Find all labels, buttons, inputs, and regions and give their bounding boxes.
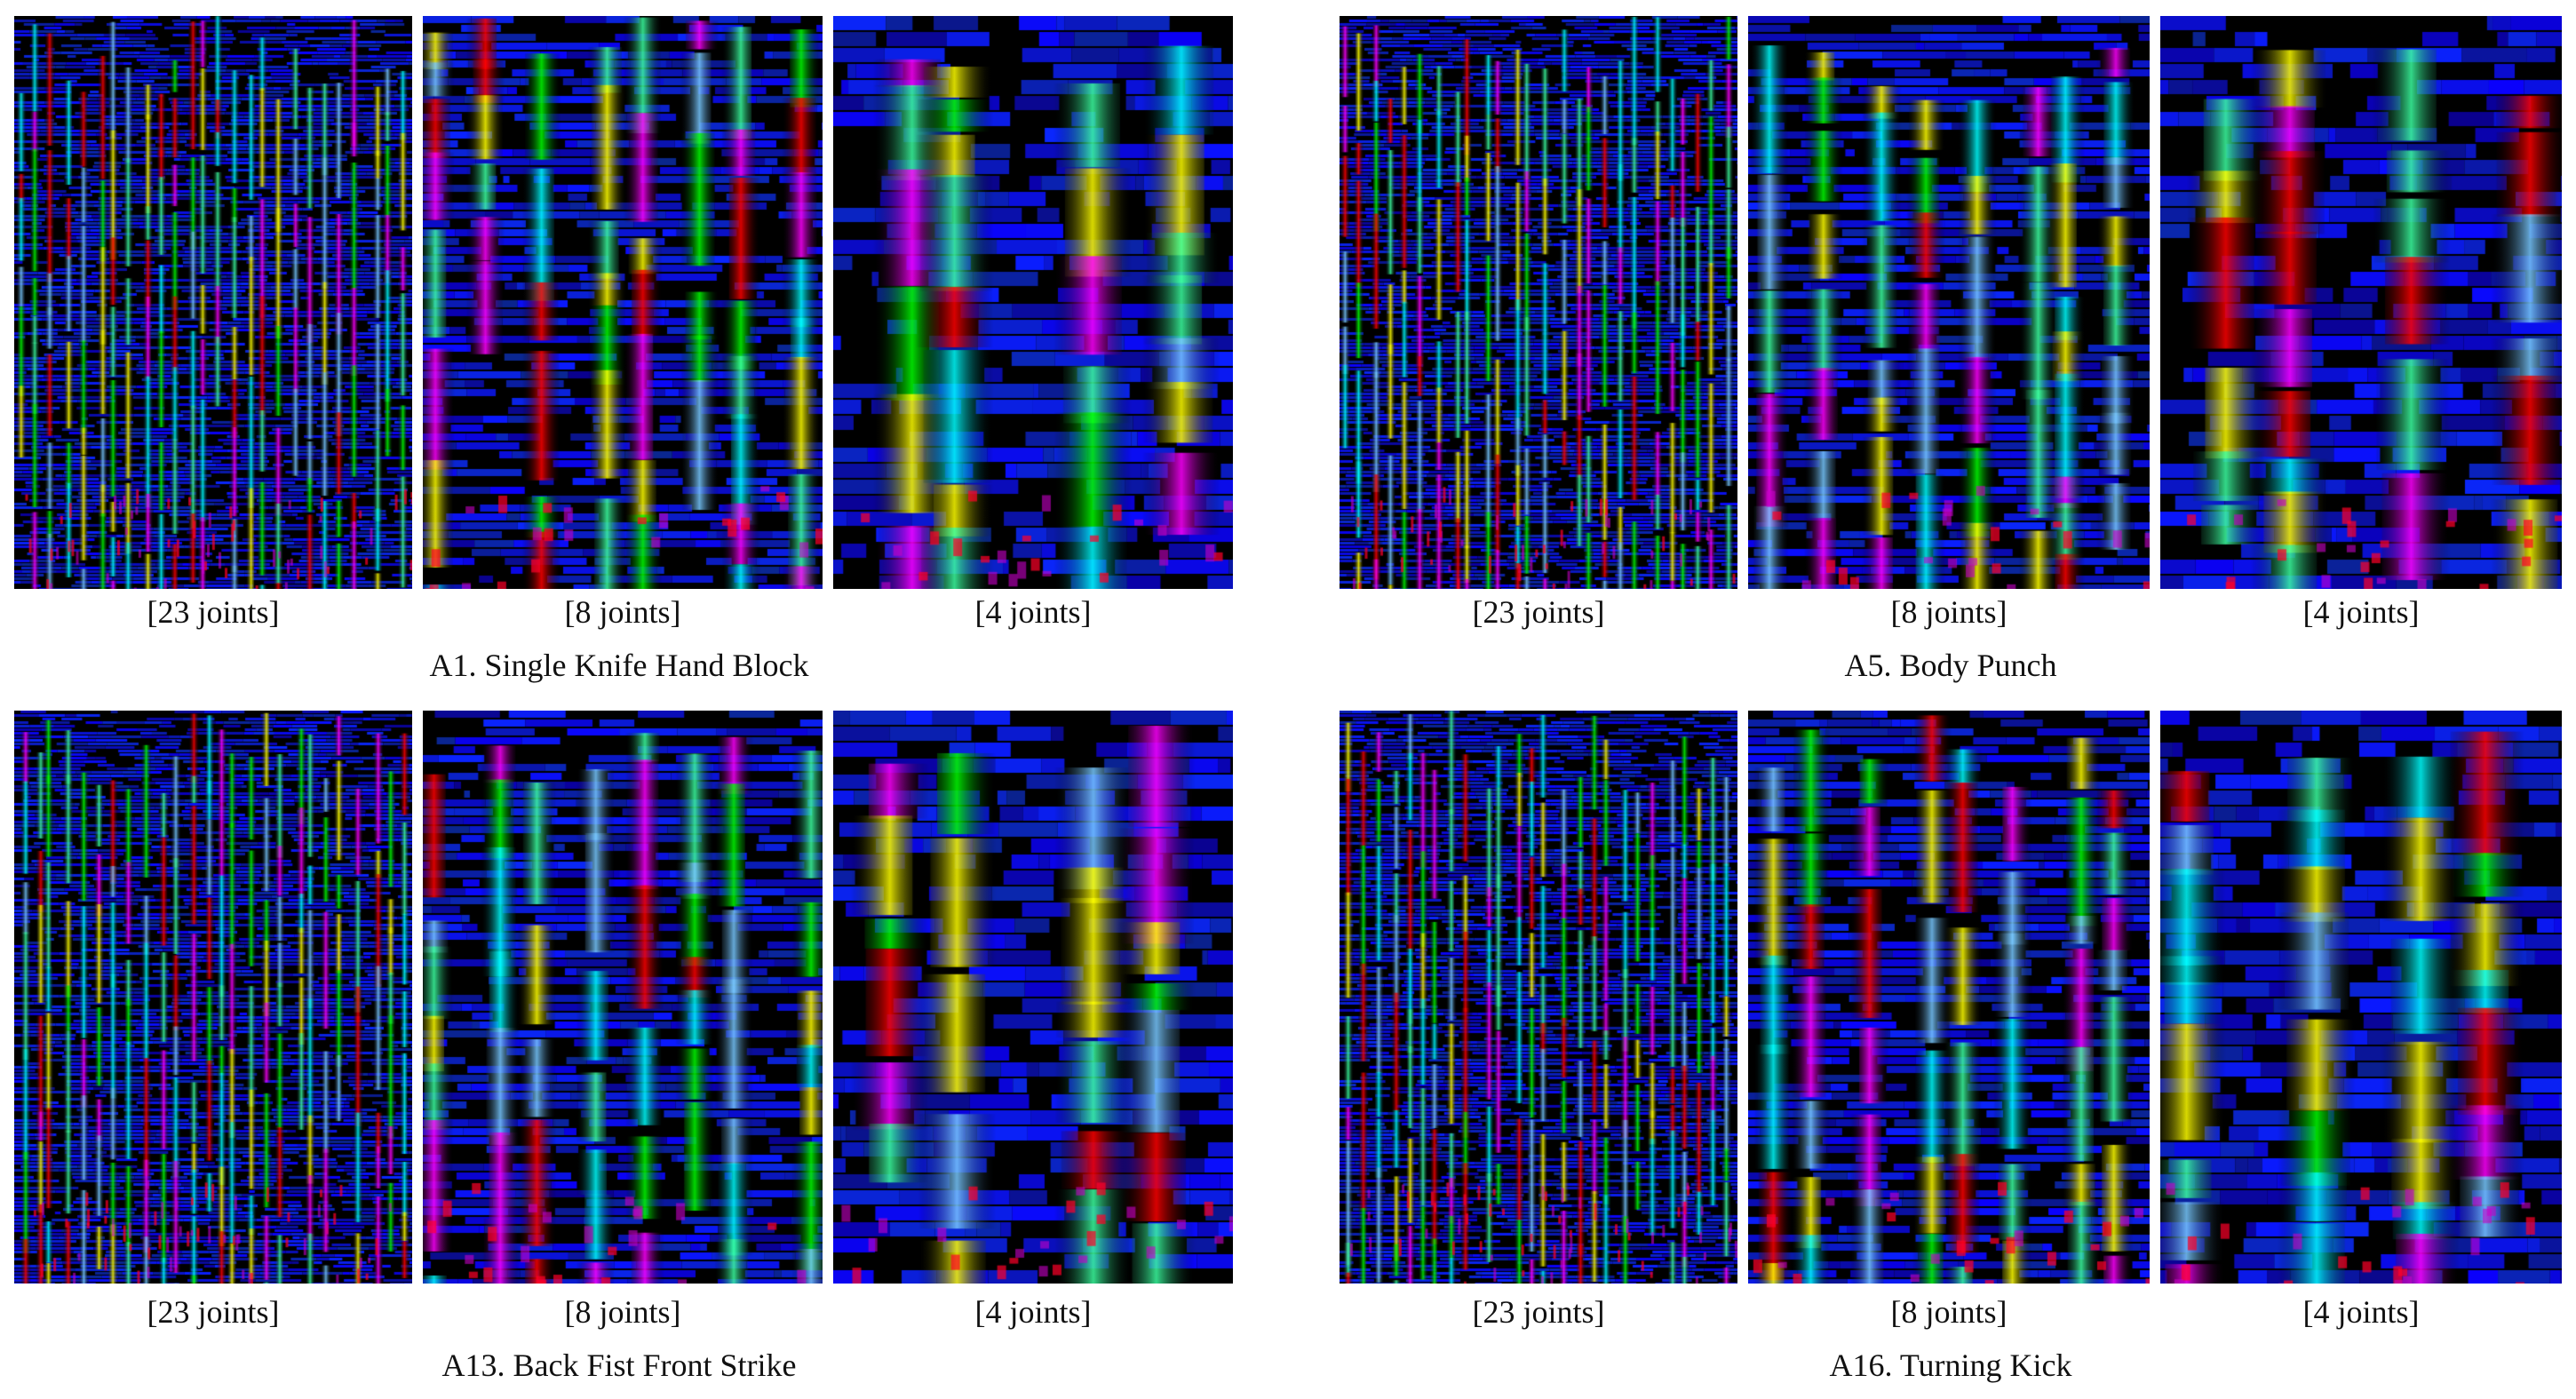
motion-canvas bbox=[14, 711, 412, 1284]
panel-label-a16-23: [23 joints] bbox=[1472, 1294, 1605, 1330]
motion-canvas bbox=[1340, 711, 1737, 1284]
panel-label-a13-23: [23 joints] bbox=[147, 1294, 280, 1330]
motion-image-a16-23-joints bbox=[1340, 711, 1737, 1284]
motion-canvas bbox=[833, 16, 1233, 589]
motion-image-a13-4-joints bbox=[833, 711, 1233, 1284]
motion-canvas bbox=[14, 16, 412, 589]
motion-image-a1-8-joints bbox=[423, 16, 823, 589]
motion-canvas bbox=[1340, 16, 1737, 589]
group-caption-a16: A16. Turning Kick bbox=[1829, 1347, 2072, 1383]
panel-label-a16-4: [4 joints] bbox=[2302, 1294, 2420, 1330]
panel-label-a13-4: [4 joints] bbox=[974, 1294, 1092, 1330]
motion-image-a1-4-joints bbox=[833, 16, 1233, 589]
panel-label-a5-8: [8 joints] bbox=[1890, 594, 2008, 630]
motion-canvas bbox=[2160, 16, 2562, 589]
motion-image-a16-8-joints bbox=[1748, 711, 2150, 1284]
motion-canvas bbox=[423, 711, 823, 1284]
panel-label-a16-8: [8 joints] bbox=[1890, 1294, 2008, 1330]
motion-canvas bbox=[833, 711, 1233, 1284]
panel-label-a5-4: [4 joints] bbox=[2302, 594, 2420, 630]
motion-canvas bbox=[1748, 16, 2150, 589]
panel-label-a13-8: [8 joints] bbox=[564, 1294, 681, 1330]
group-caption-a13: A13. Back Fist Front Strike bbox=[441, 1347, 797, 1383]
group-caption-a5: A5. Body Punch bbox=[1844, 648, 2057, 683]
motion-image-a1-23-joints bbox=[14, 16, 412, 589]
panel-label-a1-8: [8 joints] bbox=[564, 594, 681, 630]
panel-label-a5-23: [23 joints] bbox=[1472, 594, 1605, 630]
motion-image-a5-4-joints bbox=[2160, 16, 2562, 589]
panel-label-a1-23: [23 joints] bbox=[147, 594, 280, 630]
motion-image-a13-8-joints bbox=[423, 711, 823, 1284]
motion-canvas bbox=[423, 16, 823, 589]
motion-image-a13-23-joints bbox=[14, 711, 412, 1284]
motion-canvas bbox=[2160, 711, 2562, 1284]
motion-canvas bbox=[1748, 711, 2150, 1284]
motion-image-a16-4-joints bbox=[2160, 711, 2562, 1284]
group-caption-a1: A1. Single Knife Hand Block bbox=[429, 648, 809, 683]
panel-label-a1-4: [4 joints] bbox=[974, 594, 1092, 630]
motion-image-a5-8-joints bbox=[1748, 16, 2150, 589]
motion-image-a5-23-joints bbox=[1340, 16, 1737, 589]
